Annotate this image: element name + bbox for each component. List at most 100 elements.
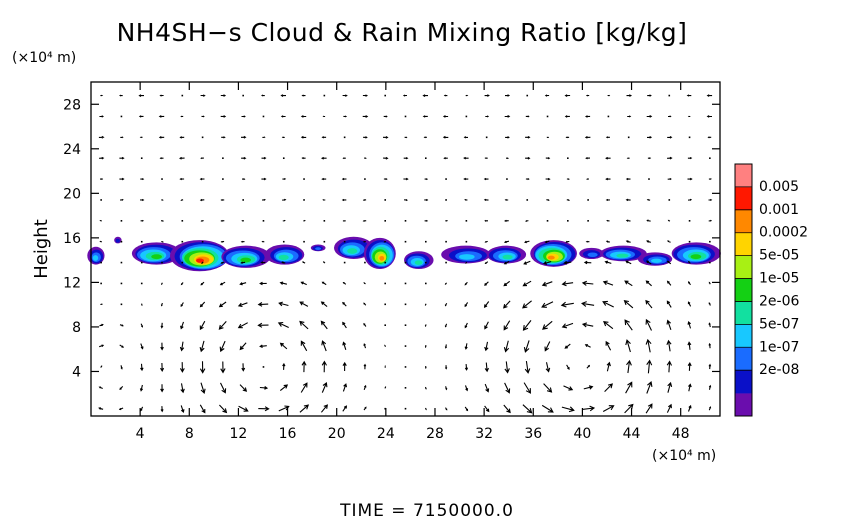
wind-vector xyxy=(404,261,407,264)
wind-vector xyxy=(444,323,448,328)
wind-vector xyxy=(242,178,246,181)
wind-vector xyxy=(563,385,574,391)
wind-vector xyxy=(100,94,104,97)
wind-vector xyxy=(443,157,448,160)
wind-vector xyxy=(506,178,508,180)
cloud-contour xyxy=(414,260,423,265)
wind-vector xyxy=(687,320,692,329)
wind-vector xyxy=(464,281,468,286)
colorbar-label: 2e-06 xyxy=(759,293,799,309)
wind-vector xyxy=(364,178,366,180)
wind-vector xyxy=(241,363,246,372)
wind-vector xyxy=(563,260,572,265)
wind-vector xyxy=(282,362,286,370)
x-tick-label: 40 xyxy=(573,426,591,442)
wind-vector xyxy=(667,156,673,160)
cloud-contour xyxy=(347,248,358,254)
wind-vector xyxy=(201,261,204,265)
wind-vector xyxy=(241,115,246,118)
wind-vector xyxy=(100,282,102,285)
wind-vector xyxy=(541,404,554,413)
wind-vector xyxy=(465,240,468,243)
wind-vector xyxy=(200,94,206,97)
wind-vector xyxy=(422,115,428,118)
wind-vector xyxy=(201,136,204,139)
colorbar-swatch xyxy=(735,278,752,302)
wind-vector xyxy=(140,240,143,243)
wind-vector xyxy=(484,362,490,373)
wind-vector xyxy=(119,324,124,327)
wind-vector xyxy=(220,219,225,222)
wind-vector xyxy=(161,240,164,243)
wind-vector xyxy=(485,115,490,118)
wind-vector xyxy=(567,220,569,222)
wind-vector xyxy=(140,343,144,350)
wind-vector xyxy=(237,322,248,329)
wind-vector xyxy=(301,360,307,373)
wind-vector xyxy=(160,384,164,393)
wind-vector xyxy=(364,157,367,159)
wind-vector xyxy=(201,240,204,243)
wind-vector xyxy=(484,341,489,352)
wind-vector xyxy=(687,341,692,350)
wind-vector xyxy=(218,321,227,330)
wind-vector xyxy=(687,404,692,412)
wind-vector xyxy=(257,302,269,307)
wind-vector xyxy=(384,261,387,264)
colorbar-swatch xyxy=(735,301,752,325)
wind-vector xyxy=(362,240,366,243)
wind-vector xyxy=(585,94,590,97)
wind-vector xyxy=(282,178,287,181)
wind-vector xyxy=(179,362,185,373)
wind-vector xyxy=(708,406,712,411)
wind-vector xyxy=(118,407,124,411)
wind-vector xyxy=(442,115,449,118)
wind-vector xyxy=(120,261,123,264)
wind-vector xyxy=(384,282,387,285)
cloud-contour xyxy=(547,255,555,260)
wind-vector xyxy=(383,156,389,160)
wind-vector xyxy=(159,157,164,160)
wind-vector xyxy=(240,261,246,264)
wind-vector xyxy=(262,198,266,201)
wind-vector xyxy=(667,177,672,181)
wind-vector xyxy=(199,320,206,331)
wind-vector xyxy=(564,94,571,97)
wind-vector xyxy=(544,94,550,97)
wind-vector xyxy=(586,364,591,369)
wind-vector xyxy=(567,157,569,159)
wind-vector xyxy=(320,320,328,330)
wind-vector xyxy=(465,261,468,264)
wind-vector xyxy=(99,323,104,327)
wind-vector xyxy=(544,341,551,352)
wind-vector xyxy=(299,320,309,330)
wind-vector xyxy=(181,220,184,222)
y-tick-label: 12 xyxy=(63,275,81,291)
wind-vector xyxy=(200,220,204,222)
wind-vector xyxy=(583,260,592,265)
wind-vector xyxy=(687,115,691,118)
wind-vector xyxy=(100,303,104,306)
wind-vector xyxy=(647,157,652,160)
wind-vector xyxy=(321,281,327,286)
wind-vector xyxy=(282,198,287,201)
wind-vector xyxy=(384,303,387,306)
cloud-contour xyxy=(616,253,629,258)
wind-vector xyxy=(321,177,327,181)
colorbar-swatch xyxy=(735,209,752,234)
wind-vector xyxy=(342,219,346,222)
wind-vector xyxy=(524,240,530,244)
wind-vector xyxy=(300,115,307,118)
wind-vector xyxy=(138,115,144,118)
wind-vector xyxy=(383,115,388,118)
cloud-contour xyxy=(587,252,598,258)
wind-vector xyxy=(546,199,550,202)
wind-vector xyxy=(542,320,553,330)
colorbar-label: 2e-08 xyxy=(759,362,799,378)
wind-vector xyxy=(179,136,185,139)
wind-vector xyxy=(445,407,448,411)
wind-vector xyxy=(343,115,348,118)
wind-vector xyxy=(403,177,409,181)
wind-vector xyxy=(180,405,185,414)
wind-vector xyxy=(199,404,206,414)
